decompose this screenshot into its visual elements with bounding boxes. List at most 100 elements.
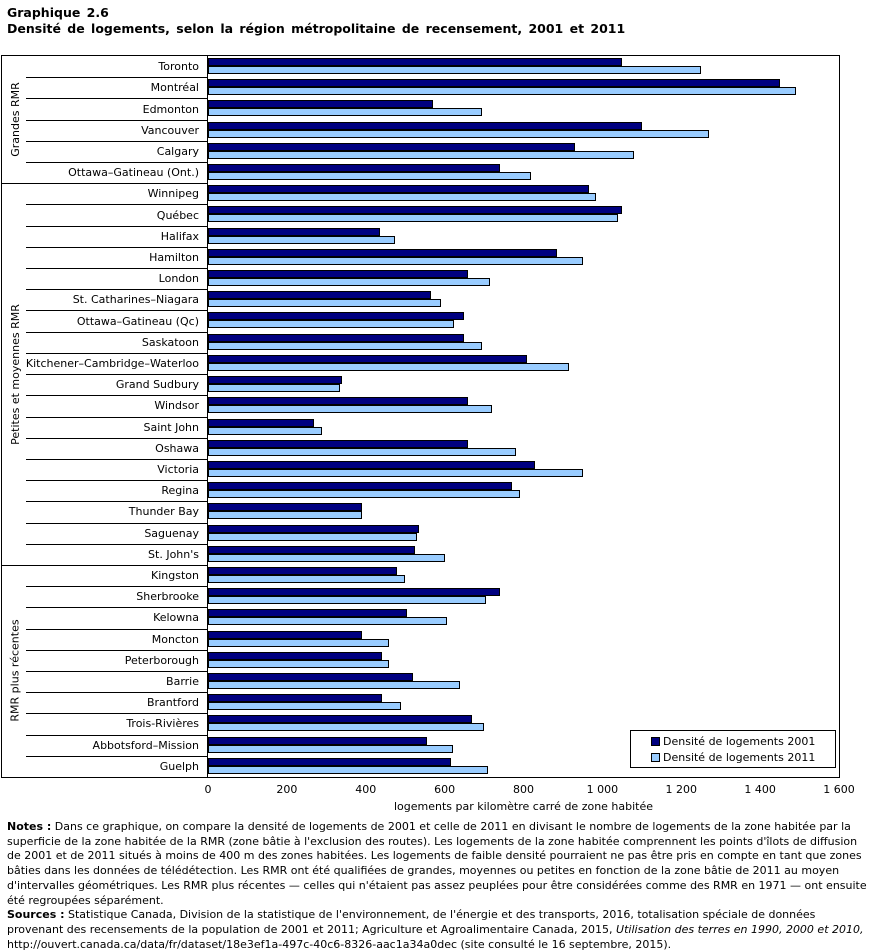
x-tick-label: 1 200 bbox=[665, 783, 698, 796]
notes-text: Dans ce graphique, on compare la densité… bbox=[7, 820, 867, 907]
row-separator-line bbox=[26, 374, 207, 375]
group-label-petites-et-moyennes-rmr: Petites et moyennes RMR bbox=[2, 183, 28, 565]
bar-2001 bbox=[208, 757, 451, 766]
group-separator-line bbox=[2, 565, 207, 566]
row-separator-line bbox=[26, 607, 207, 608]
bar-2011 bbox=[208, 702, 401, 711]
x-tick-label: 1 600 bbox=[823, 783, 855, 796]
legend: Densité de logements 2001 Densité de log… bbox=[630, 730, 836, 768]
bar-2011 bbox=[208, 574, 405, 583]
row-separator-line bbox=[26, 650, 207, 651]
row-separator-line bbox=[26, 671, 207, 672]
bar-2001 bbox=[208, 609, 407, 618]
row-separator-line bbox=[26, 756, 207, 757]
x-axis-label: logements par kilomètre carré de zone ha… bbox=[393, 800, 654, 813]
group-label-text: RMR plus récentes bbox=[8, 619, 22, 723]
row-label: Saskatoon bbox=[141, 335, 199, 349]
row-separator-line bbox=[26, 310, 207, 311]
bar-2001 bbox=[208, 672, 413, 681]
bar-2011 bbox=[208, 108, 482, 117]
bar-2001 bbox=[208, 248, 557, 257]
notes-paragraph: Notes : Dans ce graphique, on compare la… bbox=[7, 820, 871, 908]
row-separator-line bbox=[26, 204, 207, 205]
row-label: Thunder Bay bbox=[128, 505, 199, 519]
row-separator-line bbox=[26, 501, 207, 502]
row-label: Hamilton bbox=[149, 250, 199, 264]
sources-text-1: Statistique Canada, Division de la stati… bbox=[7, 908, 816, 936]
row-separator-line bbox=[26, 162, 207, 163]
row-label: Grand Sudbury bbox=[115, 378, 199, 392]
chart-number: Graphique 2.6 bbox=[7, 5, 109, 20]
bar-2001 bbox=[208, 185, 589, 194]
chart-title: Densité de logements, selon la région mé… bbox=[7, 21, 626, 36]
bar-2001 bbox=[208, 397, 468, 406]
bar-2011 bbox=[208, 468, 583, 477]
row-label: Peterborough bbox=[124, 653, 199, 667]
bar-2001 bbox=[208, 376, 342, 385]
bar-2011 bbox=[208, 744, 453, 753]
row-label: Calgary bbox=[156, 144, 199, 158]
plot-area: Grandes RMR Toronto Montréal Edmonton Vancou… bbox=[2, 56, 839, 777]
group-separator-line bbox=[2, 183, 207, 184]
row-separator-line bbox=[26, 98, 207, 99]
row-label: Moncton bbox=[151, 632, 199, 646]
row-label: Brantford bbox=[146, 696, 199, 710]
bar-2001 bbox=[208, 694, 382, 703]
notes-label: Notes : bbox=[7, 820, 52, 833]
row-label: Saguenay bbox=[144, 526, 199, 540]
row-label: St. Catharines–Niagara bbox=[72, 293, 199, 307]
bar-2011 bbox=[208, 638, 389, 647]
bar-2001 bbox=[208, 227, 380, 236]
sources-paragraph: Sources : Statistique Canada, Division d… bbox=[7, 908, 871, 952]
bar-2001 bbox=[208, 524, 419, 533]
bar-2011 bbox=[208, 659, 389, 668]
row-label: St. John's bbox=[148, 547, 199, 561]
bar-2011 bbox=[208, 405, 492, 414]
bar-2011 bbox=[208, 723, 484, 732]
bar-2001 bbox=[208, 333, 464, 342]
bar-2011 bbox=[208, 596, 486, 605]
bar-2001 bbox=[208, 588, 500, 597]
x-tick-label: 1 400 bbox=[744, 783, 776, 796]
row-separator-line bbox=[26, 268, 207, 269]
bar-2011 bbox=[208, 532, 417, 541]
bar-2001 bbox=[208, 312, 464, 321]
row-separator-line bbox=[26, 141, 207, 142]
sources-text-2: http://ouvert.canada.ca/data/fr/dataset/… bbox=[7, 937, 672, 951]
x-tick-label: 600 bbox=[434, 783, 456, 796]
bar-2001 bbox=[208, 482, 512, 491]
row-label: Vancouver bbox=[141, 123, 199, 137]
bar-2011 bbox=[208, 680, 460, 689]
row-label: Guelph bbox=[159, 759, 199, 773]
legend-label-2001: Densité de logements 2001 bbox=[663, 735, 816, 748]
row-label: Victoria bbox=[157, 463, 199, 476]
row-separator-line bbox=[26, 692, 207, 693]
bar-2001 bbox=[208, 291, 431, 300]
bar-2001 bbox=[208, 270, 468, 279]
bar-2011 bbox=[208, 490, 520, 499]
x-tick-label: 1 000 bbox=[586, 783, 619, 796]
sources-label: Sources : bbox=[7, 908, 65, 922]
row-label: Montréal bbox=[150, 81, 199, 95]
row-separator-line bbox=[26, 544, 207, 545]
group-label-grandes-rmr: Grandes RMR bbox=[2, 56, 28, 183]
row-label: Regina bbox=[161, 484, 199, 498]
row-separator-line bbox=[26, 247, 207, 248]
sources-italic-title: Utilisation des terres en 1990, 2000 et … bbox=[616, 922, 864, 936]
bar-2001 bbox=[208, 566, 397, 575]
bar-2001 bbox=[208, 736, 427, 745]
group-label-text: Petites et moyennes RMR bbox=[8, 303, 22, 445]
bar-2011 bbox=[208, 193, 596, 202]
bar-2011 bbox=[208, 617, 447, 626]
bar-2011 bbox=[208, 150, 634, 159]
legend-entry-2001: Densité de logements 2001 bbox=[651, 735, 815, 748]
legend-label-2011: Densité de logements 2011 bbox=[663, 751, 816, 764]
row-label: Sherbrooke bbox=[136, 590, 199, 604]
row-label: Kelowna bbox=[153, 611, 199, 625]
group-label-rmr-plus-r-centes: RMR plus récentes bbox=[2, 565, 28, 777]
bar-2011 bbox=[208, 87, 796, 96]
bar-2011 bbox=[208, 511, 362, 520]
bar-2001 bbox=[208, 206, 622, 215]
row-label: Edmonton bbox=[142, 102, 199, 116]
row-separator-line bbox=[26, 417, 207, 418]
